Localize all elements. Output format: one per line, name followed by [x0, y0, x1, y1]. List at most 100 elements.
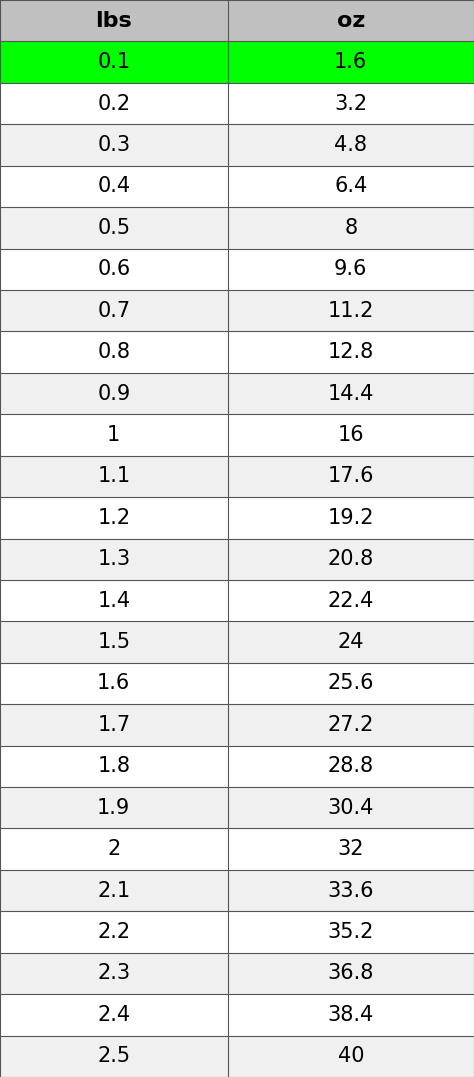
Bar	[0, 745, 228, 787]
Text: 40: 40	[337, 1046, 364, 1066]
Text: 1.9: 1.9	[97, 798, 130, 817]
Text: 1.8: 1.8	[97, 756, 130, 777]
Bar	[228, 787, 474, 828]
Bar	[228, 83, 474, 124]
Bar	[0, 415, 228, 456]
Text: oz: oz	[337, 11, 365, 31]
Text: 9.6: 9.6	[334, 260, 367, 279]
Bar	[0, 373, 228, 415]
Text: 2.5: 2.5	[97, 1046, 130, 1066]
Text: 0.4: 0.4	[97, 177, 130, 196]
Bar	[0, 83, 228, 124]
Text: 0.7: 0.7	[97, 300, 130, 321]
Text: 2: 2	[107, 839, 120, 859]
Text: 1.6: 1.6	[334, 52, 367, 72]
Text: 2.1: 2.1	[97, 881, 130, 900]
Bar	[228, 1036, 474, 1077]
Text: 16: 16	[337, 425, 364, 445]
Text: 38.4: 38.4	[328, 1005, 374, 1025]
Bar	[0, 124, 228, 166]
Bar	[228, 994, 474, 1036]
Bar	[0, 911, 228, 953]
Text: 1: 1	[107, 425, 120, 445]
Text: 1.1: 1.1	[97, 466, 130, 487]
Text: 2.3: 2.3	[97, 964, 130, 983]
Bar	[228, 579, 474, 621]
Bar	[0, 704, 228, 745]
Text: 0.1: 0.1	[97, 52, 130, 72]
Bar	[228, 290, 474, 332]
Text: 28.8: 28.8	[328, 756, 374, 777]
Bar	[228, 124, 474, 166]
Bar	[228, 662, 474, 704]
Bar	[0, 1036, 228, 1077]
Bar	[228, 538, 474, 579]
Text: 1.5: 1.5	[97, 632, 130, 652]
Bar	[0, 0, 228, 41]
Bar	[0, 332, 228, 373]
Text: 25.6: 25.6	[328, 673, 374, 694]
Bar	[0, 207, 228, 249]
Text: 2.4: 2.4	[97, 1005, 130, 1025]
Text: 17.6: 17.6	[328, 466, 374, 487]
Bar	[0, 456, 228, 498]
Text: 27.2: 27.2	[328, 715, 374, 735]
Bar	[228, 911, 474, 953]
Text: 3.2: 3.2	[334, 94, 367, 113]
Text: 6.4: 6.4	[334, 177, 367, 196]
Bar	[0, 828, 228, 870]
Text: 24: 24	[337, 632, 364, 652]
Bar	[0, 621, 228, 662]
Text: 0.9: 0.9	[97, 383, 130, 404]
Text: 33.6: 33.6	[328, 881, 374, 900]
Bar	[228, 41, 474, 83]
Bar	[0, 994, 228, 1036]
Bar	[228, 207, 474, 249]
Text: 11.2: 11.2	[328, 300, 374, 321]
Text: 0.5: 0.5	[97, 218, 130, 238]
Text: 32: 32	[337, 839, 364, 859]
Bar	[0, 538, 228, 579]
Bar	[228, 498, 474, 538]
Bar	[0, 953, 228, 994]
Bar	[0, 870, 228, 911]
Text: 12.8: 12.8	[328, 342, 374, 362]
Bar	[228, 704, 474, 745]
Text: 36.8: 36.8	[328, 964, 374, 983]
Bar	[228, 870, 474, 911]
Bar	[228, 0, 474, 41]
Text: 2.2: 2.2	[97, 922, 130, 942]
Bar	[228, 373, 474, 415]
Bar	[228, 953, 474, 994]
Text: 30.4: 30.4	[328, 798, 374, 817]
Text: 1.3: 1.3	[97, 549, 130, 570]
Text: 19.2: 19.2	[328, 507, 374, 528]
Bar	[0, 249, 228, 290]
Text: 1.7: 1.7	[97, 715, 130, 735]
Text: 1.4: 1.4	[97, 590, 130, 611]
Bar	[0, 166, 228, 207]
Text: 20.8: 20.8	[328, 549, 374, 570]
Text: 35.2: 35.2	[328, 922, 374, 942]
Text: 0.6: 0.6	[97, 260, 130, 279]
Text: 1.2: 1.2	[97, 507, 130, 528]
Bar	[228, 249, 474, 290]
Bar	[0, 579, 228, 621]
Text: 0.2: 0.2	[97, 94, 130, 113]
Bar	[228, 166, 474, 207]
Text: 22.4: 22.4	[328, 590, 374, 611]
Text: 1.6: 1.6	[97, 673, 130, 694]
Bar	[0, 662, 228, 704]
Text: lbs: lbs	[95, 11, 132, 31]
Bar	[0, 498, 228, 538]
Bar	[228, 621, 474, 662]
Text: 4.8: 4.8	[334, 135, 367, 155]
Bar	[0, 787, 228, 828]
Bar	[228, 415, 474, 456]
Bar	[0, 41, 228, 83]
Bar	[228, 456, 474, 498]
Text: 14.4: 14.4	[328, 383, 374, 404]
Text: 8: 8	[344, 218, 357, 238]
Bar	[228, 828, 474, 870]
Bar	[228, 745, 474, 787]
